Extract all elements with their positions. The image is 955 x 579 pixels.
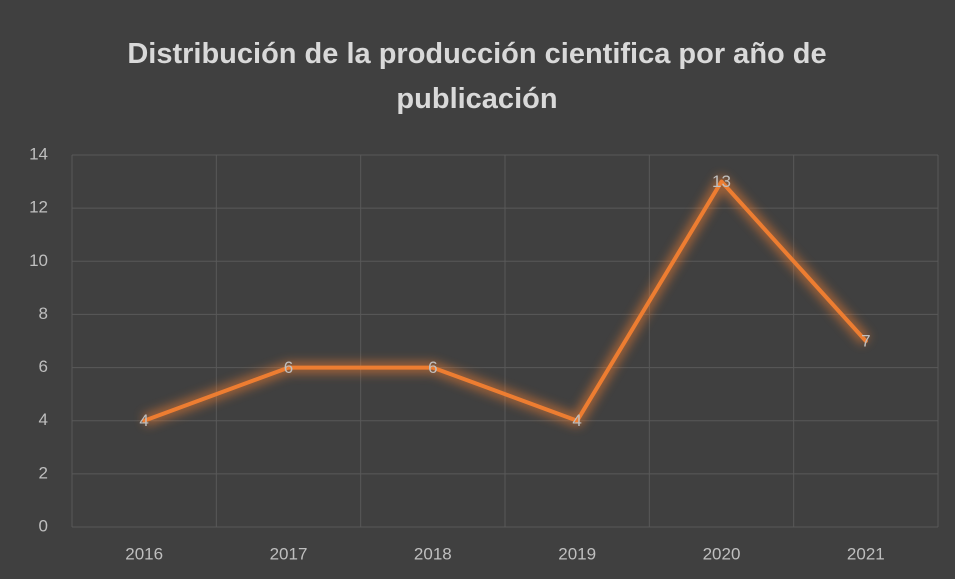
y-tick-label: 14 xyxy=(29,144,48,163)
y-tick-label: 12 xyxy=(29,198,48,217)
y-tick-label: 6 xyxy=(39,357,48,376)
data-label: 13 xyxy=(712,172,731,191)
x-tick-label: 2018 xyxy=(414,544,452,563)
y-tick-label: 10 xyxy=(29,251,48,270)
y-tick-label: 4 xyxy=(39,410,48,429)
data-label: 6 xyxy=(428,358,437,377)
y-tick-label: 8 xyxy=(39,304,48,323)
x-tick-label: 2021 xyxy=(847,544,885,563)
y-tick-label: 0 xyxy=(39,516,48,535)
data-label: 4 xyxy=(139,411,148,430)
x-tick-label: 2020 xyxy=(703,544,741,563)
data-label: 6 xyxy=(284,358,293,377)
x-tick-label: 2016 xyxy=(125,544,163,563)
x-tick-label: 2017 xyxy=(270,544,308,563)
chart-title: Distribución de la producción cientifica… xyxy=(127,38,827,115)
data-label: 7 xyxy=(861,331,870,350)
x-tick-label: 2019 xyxy=(558,544,596,563)
y-tick-label: 2 xyxy=(39,463,48,482)
data-label: 4 xyxy=(572,411,581,430)
line xyxy=(142,179,868,423)
